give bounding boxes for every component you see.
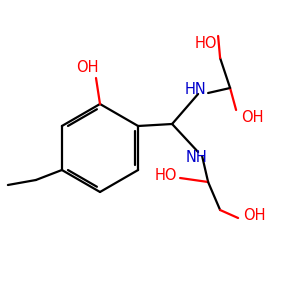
Text: OH: OH — [76, 61, 98, 76]
Text: NH: NH — [185, 149, 207, 164]
Text: OH: OH — [243, 208, 266, 224]
Text: HN: HN — [184, 82, 206, 98]
Text: HO: HO — [195, 37, 218, 52]
Text: HO: HO — [155, 167, 177, 182]
Text: OH: OH — [241, 110, 263, 125]
